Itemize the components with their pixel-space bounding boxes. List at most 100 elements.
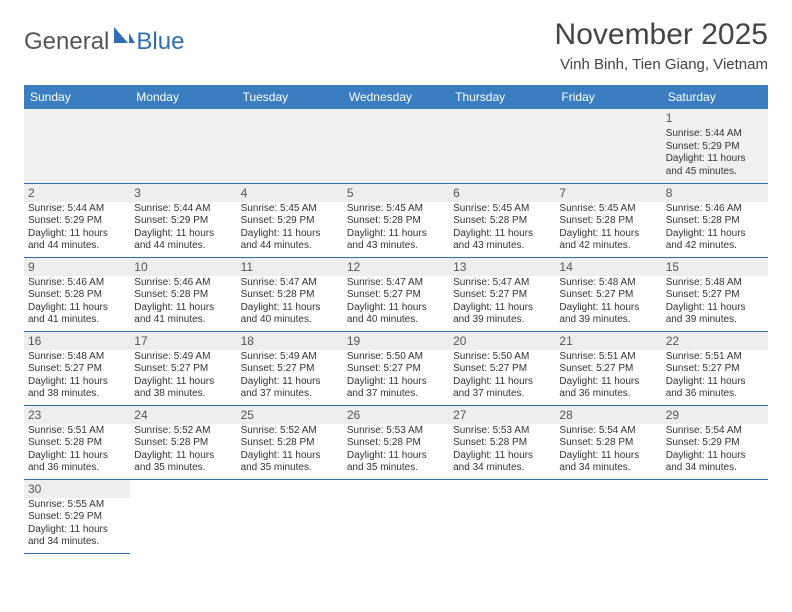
weekday-header: Saturday (662, 85, 768, 109)
sunset-line: Sunset: 5:27 PM (453, 363, 551, 376)
day-number: 24 (130, 406, 236, 424)
day-body: Sunrise: 5:46 AMSunset: 5:28 PMDaylight:… (24, 276, 130, 330)
daylight-line: Daylight: 11 hours and 38 minutes. (134, 376, 232, 401)
day-body: Sunrise: 5:55 AMSunset: 5:29 PMDaylight:… (24, 498, 130, 552)
weekday-header: Friday (555, 85, 661, 109)
sunset-line: Sunset: 5:27 PM (559, 363, 657, 376)
day-number: 3 (130, 184, 236, 202)
sunrise-line: Sunrise: 5:48 AM (28, 351, 126, 364)
sunrise-line: Sunrise: 5:44 AM (666, 128, 764, 141)
weekday-header: Thursday (449, 85, 555, 109)
calendar-day-cell: 1Sunrise: 5:44 AMSunset: 5:29 PMDaylight… (662, 109, 768, 183)
header: General Blue November 2025 Vinh Binh, Ti… (24, 18, 768, 73)
daylight-line: Daylight: 11 hours and 40 minutes. (347, 302, 445, 327)
sunset-line: Sunset: 5:28 PM (559, 215, 657, 228)
sunrise-line: Sunrise: 5:50 AM (347, 351, 445, 364)
day-number: 28 (555, 406, 661, 424)
calendar-day-cell: 15Sunrise: 5:48 AMSunset: 5:27 PMDayligh… (662, 257, 768, 331)
sunrise-line: Sunrise: 5:46 AM (28, 277, 126, 290)
calendar-empty-cell (237, 109, 343, 183)
calendar-week-row: 2Sunrise: 5:44 AMSunset: 5:29 PMDaylight… (24, 183, 768, 257)
daylight-line: Daylight: 11 hours and 37 minutes. (453, 376, 551, 401)
sunrise-line: Sunrise: 5:45 AM (559, 203, 657, 216)
sunset-line: Sunset: 5:27 PM (453, 289, 551, 302)
day-number: 22 (662, 332, 768, 350)
daylight-line: Daylight: 11 hours and 39 minutes. (453, 302, 551, 327)
sunrise-line: Sunrise: 5:46 AM (134, 277, 232, 290)
calendar-day-cell: 13Sunrise: 5:47 AMSunset: 5:27 PMDayligh… (449, 257, 555, 331)
calendar-empty-cell (449, 109, 555, 183)
calendar-week-row: 16Sunrise: 5:48 AMSunset: 5:27 PMDayligh… (24, 331, 768, 405)
daylight-line: Daylight: 11 hours and 44 minutes. (28, 228, 126, 253)
sunrise-line: Sunrise: 5:51 AM (559, 351, 657, 364)
day-number: 4 (237, 184, 343, 202)
day-number: 14 (555, 258, 661, 276)
day-number: 15 (662, 258, 768, 276)
calendar-day-cell: 23Sunrise: 5:51 AMSunset: 5:28 PMDayligh… (24, 405, 130, 479)
day-body: Sunrise: 5:45 AMSunset: 5:29 PMDaylight:… (237, 202, 343, 256)
sunset-line: Sunset: 5:29 PM (241, 215, 339, 228)
calendar-day-cell: 9Sunrise: 5:46 AMSunset: 5:28 PMDaylight… (24, 257, 130, 331)
daylight-line: Daylight: 11 hours and 37 minutes. (347, 376, 445, 401)
weekday-header: Monday (130, 85, 236, 109)
sunrise-line: Sunrise: 5:47 AM (347, 277, 445, 290)
daylight-line: Daylight: 11 hours and 44 minutes. (241, 228, 339, 253)
daylight-line: Daylight: 11 hours and 44 minutes. (134, 228, 232, 253)
day-number: 16 (24, 332, 130, 350)
sunrise-line: Sunrise: 5:44 AM (28, 203, 126, 216)
day-number: 2 (24, 184, 130, 202)
daylight-line: Daylight: 11 hours and 43 minutes. (453, 228, 551, 253)
daylight-line: Daylight: 11 hours and 37 minutes. (241, 376, 339, 401)
calendar-empty-cell (24, 109, 130, 183)
daylight-line: Daylight: 11 hours and 41 minutes. (134, 302, 232, 327)
sunrise-line: Sunrise: 5:52 AM (134, 425, 232, 438)
calendar-day-cell: 25Sunrise: 5:52 AMSunset: 5:28 PMDayligh… (237, 405, 343, 479)
day-body: Sunrise: 5:45 AMSunset: 5:28 PMDaylight:… (449, 202, 555, 256)
logo-text-2: Blue (136, 28, 184, 56)
sunset-line: Sunset: 5:28 PM (241, 289, 339, 302)
day-number: 29 (662, 406, 768, 424)
daylight-line: Daylight: 11 hours and 34 minutes. (28, 524, 126, 549)
sunset-line: Sunset: 5:28 PM (28, 437, 126, 450)
day-body: Sunrise: 5:54 AMSunset: 5:29 PMDaylight:… (662, 424, 768, 478)
sunset-line: Sunset: 5:28 PM (453, 437, 551, 450)
day-body: Sunrise: 5:45 AMSunset: 5:28 PMDaylight:… (343, 202, 449, 256)
calendar-table: SundayMondayTuesdayWednesdayThursdayFrid… (24, 85, 768, 554)
day-number: 25 (237, 406, 343, 424)
day-number: 18 (237, 332, 343, 350)
sunrise-line: Sunrise: 5:53 AM (347, 425, 445, 438)
day-body: Sunrise: 5:47 AMSunset: 5:27 PMDaylight:… (449, 276, 555, 330)
calendar-day-cell: 22Sunrise: 5:51 AMSunset: 5:27 PMDayligh… (662, 331, 768, 405)
daylight-line: Daylight: 11 hours and 36 minutes. (559, 376, 657, 401)
sunset-line: Sunset: 5:27 PM (347, 363, 445, 376)
calendar-day-cell: 18Sunrise: 5:49 AMSunset: 5:27 PMDayligh… (237, 331, 343, 405)
calendar-week-row: 30Sunrise: 5:55 AMSunset: 5:29 PMDayligh… (24, 479, 768, 553)
day-number: 17 (130, 332, 236, 350)
calendar-day-cell: 7Sunrise: 5:45 AMSunset: 5:28 PMDaylight… (555, 183, 661, 257)
sunset-line: Sunset: 5:28 PM (28, 289, 126, 302)
sunset-line: Sunset: 5:28 PM (134, 289, 232, 302)
sunrise-line: Sunrise: 5:50 AM (453, 351, 551, 364)
calendar-day-cell: 11Sunrise: 5:47 AMSunset: 5:28 PMDayligh… (237, 257, 343, 331)
day-number: 10 (130, 258, 236, 276)
sunset-line: Sunset: 5:27 PM (559, 289, 657, 302)
weekday-header-row: SundayMondayTuesdayWednesdayThursdayFrid… (24, 85, 768, 109)
sunset-line: Sunset: 5:29 PM (134, 215, 232, 228)
day-body: Sunrise: 5:50 AMSunset: 5:27 PMDaylight:… (343, 350, 449, 404)
sunrise-line: Sunrise: 5:49 AM (134, 351, 232, 364)
calendar-empty-cell (555, 479, 661, 553)
calendar-empty-cell (130, 109, 236, 183)
sunset-line: Sunset: 5:27 PM (666, 289, 764, 302)
sunset-line: Sunset: 5:27 PM (28, 363, 126, 376)
daylight-line: Daylight: 11 hours and 40 minutes. (241, 302, 339, 327)
calendar-empty-cell (555, 109, 661, 183)
sunset-line: Sunset: 5:28 PM (347, 215, 445, 228)
sunrise-line: Sunrise: 5:46 AM (666, 203, 764, 216)
logo-text-1: General (24, 28, 109, 56)
calendar-day-cell: 3Sunrise: 5:44 AMSunset: 5:29 PMDaylight… (130, 183, 236, 257)
day-body: Sunrise: 5:50 AMSunset: 5:27 PMDaylight:… (449, 350, 555, 404)
calendar-day-cell: 4Sunrise: 5:45 AMSunset: 5:29 PMDaylight… (237, 183, 343, 257)
daylight-line: Daylight: 11 hours and 34 minutes. (666, 450, 764, 475)
daylight-line: Daylight: 11 hours and 42 minutes. (666, 228, 764, 253)
sunset-line: Sunset: 5:28 PM (241, 437, 339, 450)
